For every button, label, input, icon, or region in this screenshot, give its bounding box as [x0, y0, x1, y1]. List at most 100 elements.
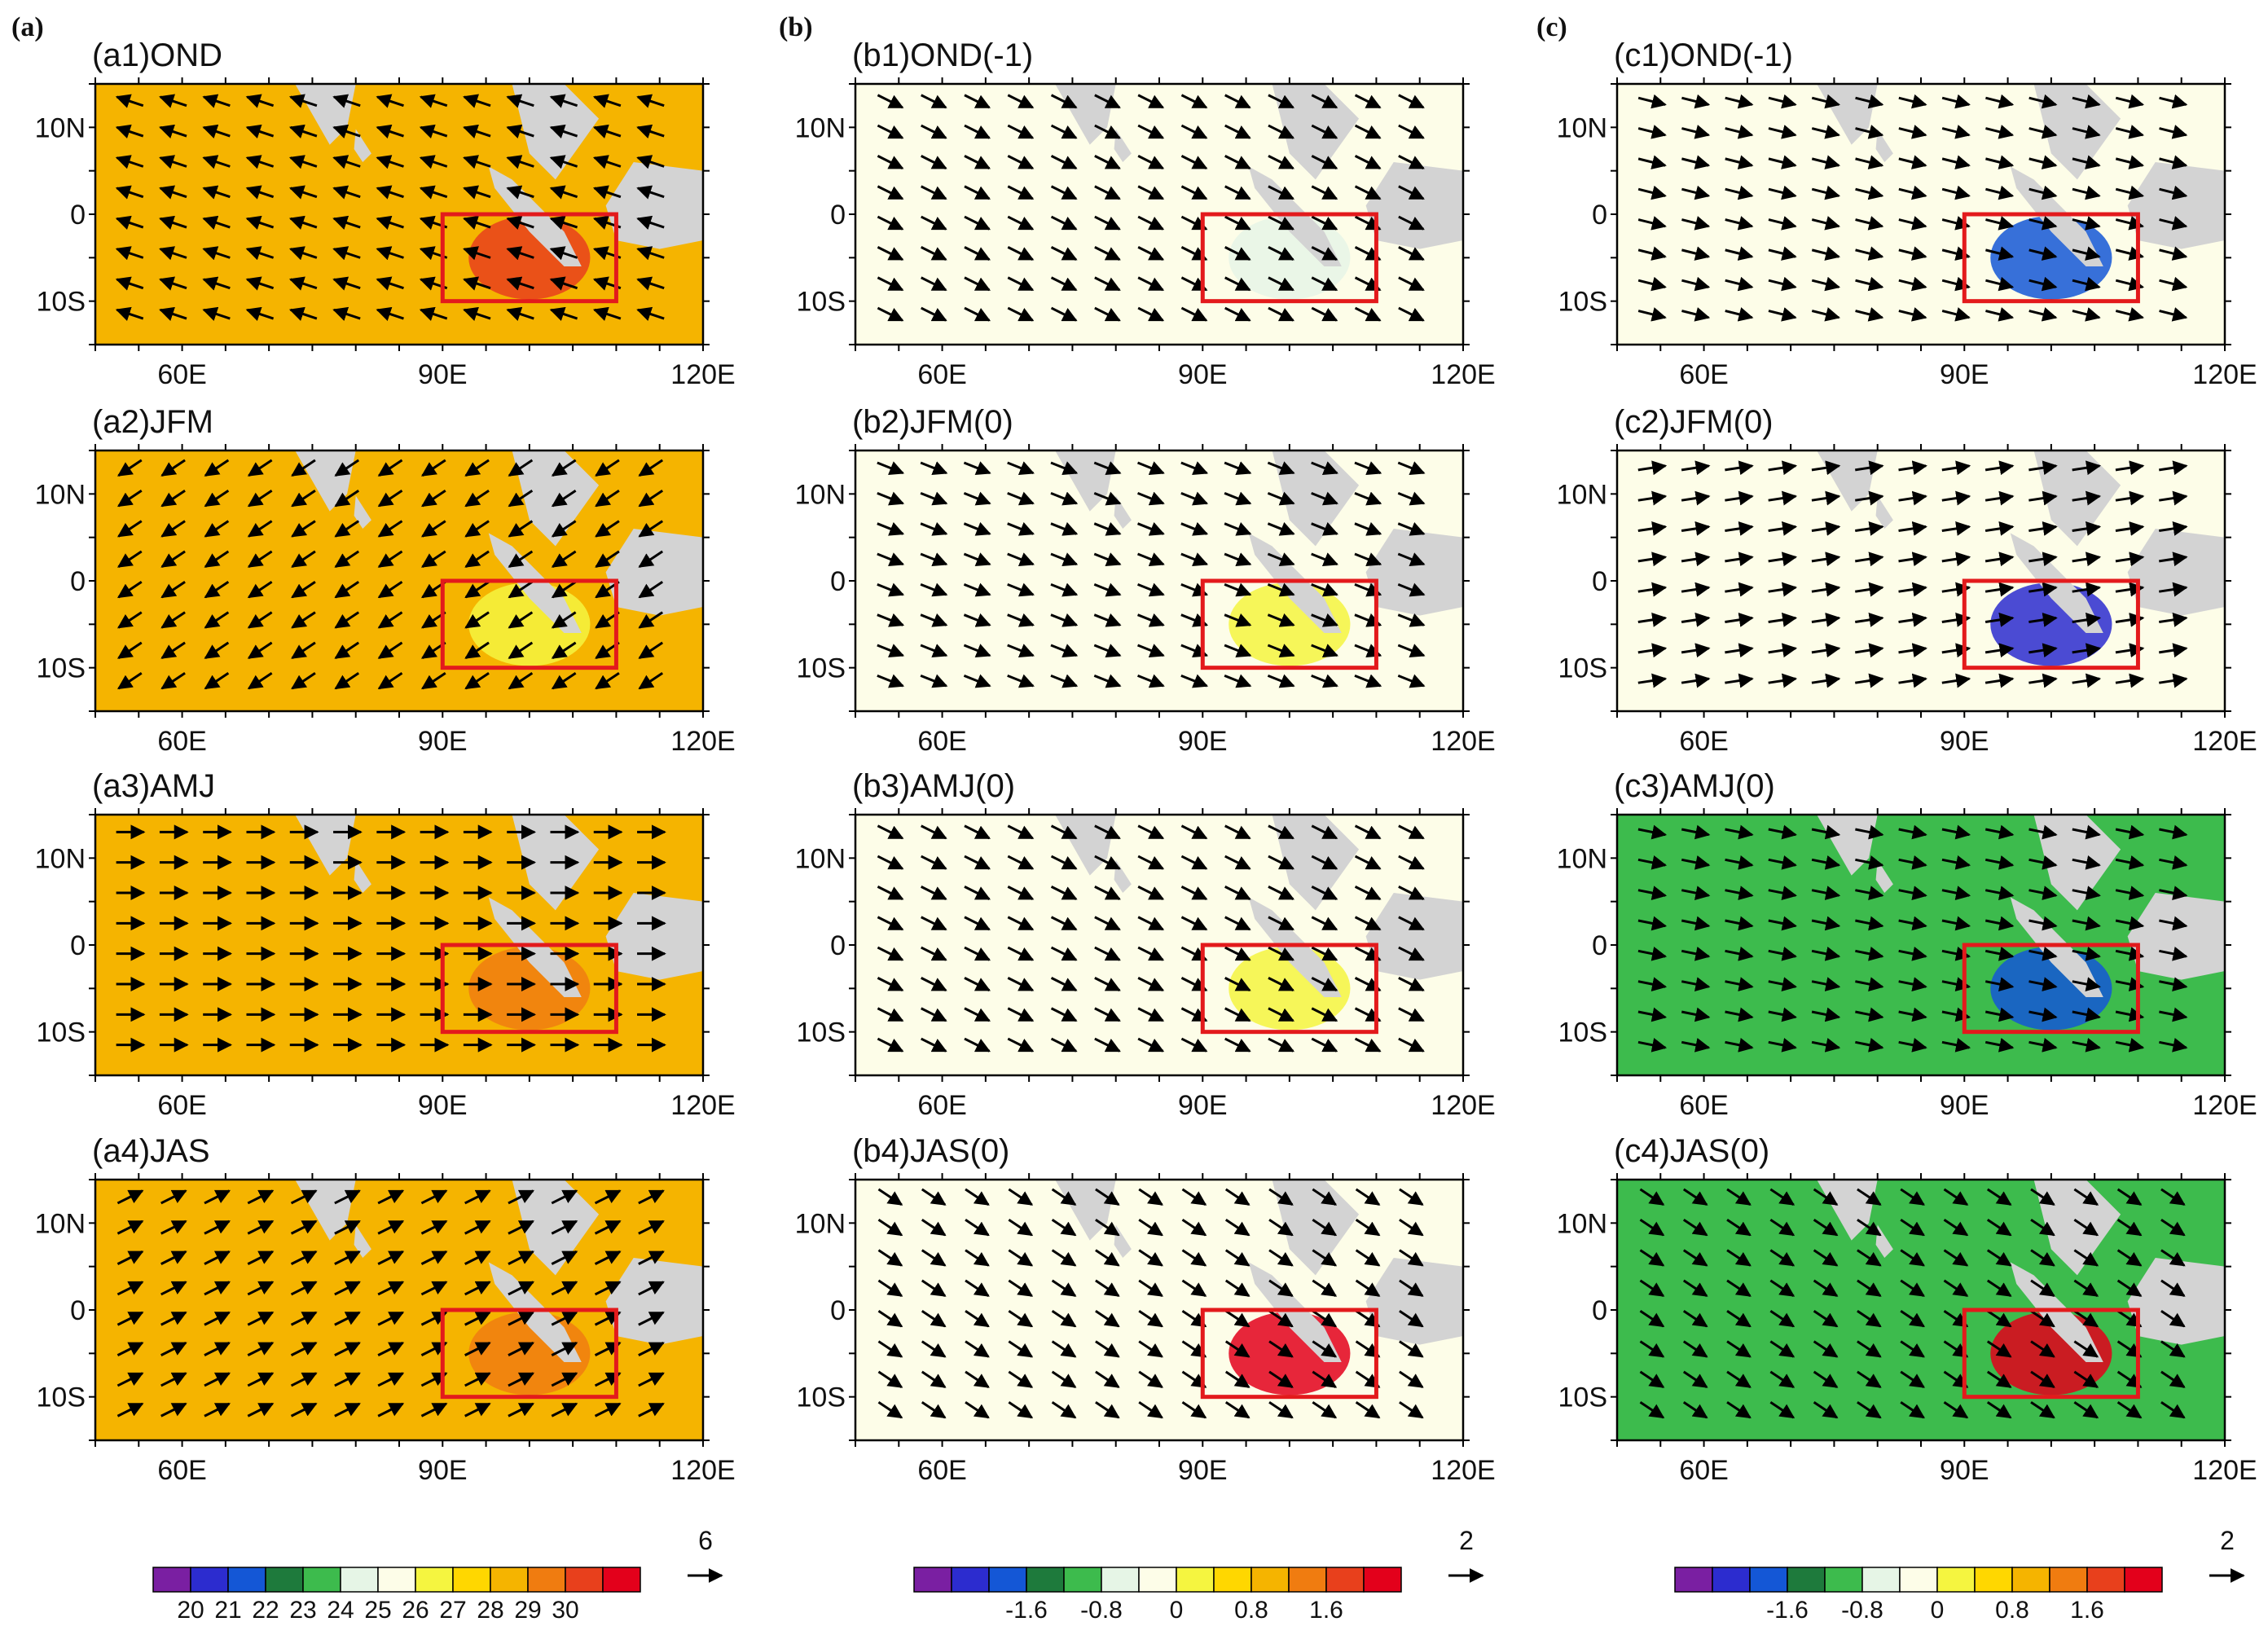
wind-arrow — [160, 580, 186, 599]
colorbar-swatch — [913, 1567, 952, 1593]
wind-arrow — [1855, 673, 1884, 688]
wind-arrow — [1224, 674, 1252, 688]
wind-arrow — [1398, 215, 1425, 231]
wind-arrow — [1725, 155, 1754, 169]
x-tick-label: 120E — [670, 359, 735, 390]
wind-arrow — [551, 459, 577, 477]
wind-arrow — [1768, 552, 1798, 567]
wind-arrow — [1180, 124, 1208, 139]
wind-arrow — [1094, 824, 1121, 840]
wind-arrow — [1354, 461, 1382, 475]
wind-arrow — [290, 1372, 318, 1387]
wind-arrow — [2028, 307, 2058, 322]
wind-arrow — [877, 155, 904, 169]
wind-arrow — [420, 489, 446, 508]
wind-arrow — [549, 124, 578, 138]
wind-arrow — [420, 1402, 448, 1417]
wind-arrow — [877, 124, 904, 139]
wind-arrow — [420, 1220, 448, 1235]
wind-arrow — [1354, 94, 1382, 109]
wind-arrow — [1984, 521, 2015, 536]
wind-arrow — [160, 520, 186, 538]
wind-arrow — [1181, 1188, 1207, 1206]
wind-arrow — [508, 1250, 535, 1265]
wind-arrow — [1311, 246, 1338, 261]
panel-c3: 60E 90E 120E 10N 0 10S (c3)AMJ(0) — [1557, 768, 2257, 1121]
wind-arrow — [1768, 276, 1797, 292]
region-box-a2 — [440, 578, 618, 670]
wind-arrow — [204, 1372, 231, 1387]
wind-arrow — [464, 641, 490, 660]
wind-arrow — [115, 215, 144, 230]
wind-arrow — [1311, 185, 1338, 200]
wind-arrow — [420, 550, 446, 569]
wind-arrow — [1180, 185, 1208, 200]
wind-arrow — [1180, 491, 1209, 506]
x-tick-label: 90E — [1940, 1455, 1989, 1486]
colorbar-swatch — [415, 1567, 454, 1593]
wind-arrow — [1312, 1340, 1338, 1358]
wind-arrow — [592, 306, 622, 321]
wind-arrow — [247, 550, 273, 569]
wind-arrow — [1051, 1188, 1077, 1206]
wind-arrow — [638, 1250, 665, 1265]
wind-arrow — [551, 1372, 578, 1387]
wind-arrow — [1984, 460, 2015, 476]
colorbar-swatch — [527, 1567, 566, 1593]
wind-arrow — [1985, 185, 2015, 200]
wind-arrow — [1050, 155, 1078, 169]
wind-arrow — [1725, 1037, 1754, 1053]
wind-arrow — [377, 1311, 405, 1326]
wind-arrow — [1398, 276, 1425, 292]
wind-arrow — [1268, 886, 1295, 900]
wind-arrow — [204, 1342, 231, 1356]
wind-arrow — [963, 613, 991, 627]
wind-arrow — [1725, 94, 1754, 109]
colorbar-label: 26 — [402, 1597, 429, 1624]
wind-arrow — [877, 582, 905, 597]
wind-arrow — [1312, 1309, 1338, 1328]
wind-arrow — [2028, 276, 2058, 292]
wind-arrow — [1224, 246, 1251, 261]
wind-arrow — [1267, 521, 1295, 536]
x-tick-label: 90E — [418, 359, 468, 390]
wind-arrow — [921, 855, 947, 870]
wind-arrow — [1311, 552, 1338, 566]
wind-arrow — [377, 671, 403, 690]
colorbar-swatch — [2086, 1567, 2125, 1593]
wind-arrow — [1138, 1340, 1163, 1358]
wind-arrow — [2028, 490, 2058, 506]
y-tick-label: 10N — [35, 112, 86, 143]
wind-arrow — [1137, 977, 1165, 991]
panel-b2: 60E 90E 120E 10N 0 10S (b2)JFM(0) — [795, 404, 1496, 757]
wind-arrow — [1855, 185, 1884, 200]
colorbar-swatch — [377, 1567, 416, 1593]
wind-arrow — [506, 306, 534, 321]
wind-arrow — [2072, 307, 2101, 322]
region-box-b2 — [1200, 578, 1378, 670]
wind-arrow — [1138, 1249, 1163, 1267]
wind-arrow — [420, 1250, 448, 1265]
wind-arrow — [921, 824, 947, 840]
wind-arrow — [291, 489, 316, 508]
wind-arrow — [877, 946, 904, 961]
wind-arrow — [1637, 490, 1668, 506]
wind-arrow — [1768, 125, 1797, 139]
x-tick-label: 120E — [2192, 726, 2257, 757]
wind-arrow — [877, 1370, 903, 1389]
wind-arrow — [1138, 1309, 1163, 1328]
wind-arrow — [1637, 552, 1668, 567]
wind-arrow — [1811, 216, 1841, 231]
wind-arrow — [638, 671, 664, 690]
wind-arrow — [204, 489, 230, 508]
wind-arrow — [160, 1189, 187, 1205]
wind-arrow — [920, 644, 948, 657]
wind-arrow — [1050, 246, 1078, 261]
wind-arrow — [116, 580, 143, 599]
x-tick-label: 60E — [1679, 1455, 1729, 1486]
y-tick-label: 0 — [1592, 1295, 1607, 1326]
land-sumatra — [1248, 166, 1342, 266]
wind-arrow — [2115, 460, 2145, 476]
wind-arrow — [1984, 612, 2015, 627]
wind-arrow — [1725, 125, 1754, 139]
